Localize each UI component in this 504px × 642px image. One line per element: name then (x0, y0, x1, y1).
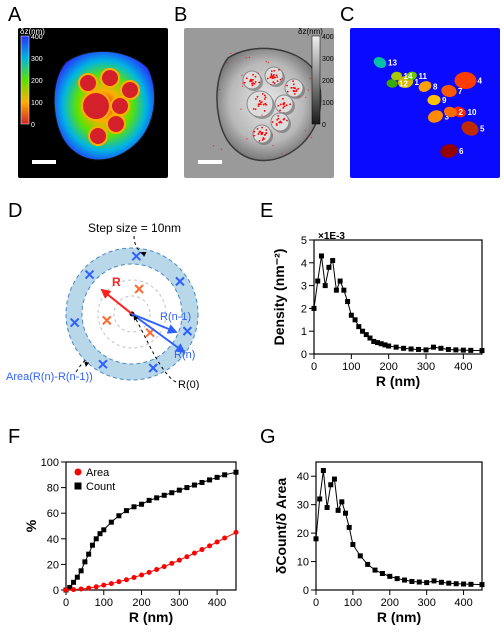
svg-text:R (nm): R (nm) (129, 609, 173, 625)
panel-G-chart: 0 100 200 300 400 0 10 20 30 40 R (nm) δCount/δ Are… (272, 450, 490, 626)
svg-text:0: 0 (53, 585, 59, 597)
svg-text:200: 200 (31, 78, 43, 85)
svg-text:60: 60 (47, 508, 59, 520)
svg-text:0: 0 (63, 597, 69, 609)
svg-text:0: 0 (311, 361, 317, 373)
svg-text:R(n): R(n) (174, 349, 195, 361)
svg-text:4: 4 (478, 77, 483, 86)
svg-text:3: 3 (301, 281, 307, 293)
svg-text:5: 5 (480, 125, 485, 134)
svg-text:7: 7 (458, 87, 463, 96)
svg-text:0: 0 (301, 349, 307, 361)
svg-text:10: 10 (297, 557, 309, 569)
svg-text:0: 0 (322, 122, 326, 129)
svg-text:40: 40 (47, 534, 59, 546)
svg-text:%: % (23, 519, 39, 532)
svg-text:R(0): R(0) (178, 379, 199, 390)
svg-text:R(n-1): R(n-1) (160, 311, 191, 323)
svg-text:6: 6 (459, 147, 464, 156)
panel-F-chart: 0 100 200 300 400 0 20 40 60 80 100 R (nm)% Area Coun… (22, 450, 244, 626)
svg-text:0: 0 (313, 597, 319, 609)
panel-A-image: 0100200300400δz(nm) (18, 28, 168, 178)
svg-text:4: 4 (301, 258, 307, 270)
svg-text:400: 400 (454, 361, 472, 373)
panel-label-E: E (260, 200, 273, 223)
svg-text:Density (nm⁻²): Density (nm⁻²) (271, 249, 287, 346)
scalebar-B (198, 160, 222, 164)
panel-label-F: F (8, 426, 20, 449)
panel-label-A: A (8, 4, 21, 27)
svg-text:100: 100 (322, 100, 334, 107)
svg-text:Step size = 10nm: Step size = 10nm (88, 221, 181, 235)
svg-text:2: 2 (459, 108, 464, 117)
svg-text:30: 30 (297, 500, 309, 512)
svg-text:100: 100 (41, 457, 59, 469)
svg-text:R: R (112, 275, 121, 289)
svg-text:R (nm): R (nm) (377, 609, 421, 625)
svg-text:Count: Count (86, 481, 115, 493)
svg-text:1: 1 (301, 326, 307, 338)
svg-text:400: 400 (454, 597, 472, 609)
svg-text:400: 400 (208, 597, 226, 609)
svg-text:δz(nm): δz(nm) (298, 28, 323, 36)
panel-label-B: B (174, 4, 187, 27)
svg-text:10: 10 (468, 108, 477, 117)
svg-text:Area(R(n)-R(n-1)): Area(R(n)-R(n-1)) (6, 371, 93, 383)
panel-E-chart: 0 100 200 300 400 0 1 2 3 4 5 R (nm) Density (nm⁻²) ×… (270, 228, 490, 390)
svg-text:0: 0 (31, 122, 35, 129)
svg-text:8: 8 (433, 83, 438, 92)
svg-text:80: 80 (47, 483, 59, 495)
svg-text:×1E-3: ×1E-3 (318, 231, 345, 242)
panel-label-C: C (340, 4, 354, 27)
svg-text:200: 200 (132, 597, 150, 609)
svg-text:14: 14 (404, 72, 413, 81)
svg-text:200: 200 (322, 78, 334, 85)
svg-text:200: 200 (379, 361, 397, 373)
svg-text:δCount/δ Area: δCount/δ Area (273, 478, 289, 575)
svg-text:0: 0 (303, 585, 309, 597)
svg-text:δz(nm): δz(nm) (20, 28, 45, 36)
svg-text:100: 100 (344, 597, 362, 609)
svg-text:300: 300 (31, 56, 43, 63)
svg-text:300: 300 (322, 56, 334, 63)
svg-text:200: 200 (381, 597, 399, 609)
svg-text:40: 40 (297, 471, 309, 483)
panel-label-G: G (260, 426, 276, 449)
svg-text:20: 20 (297, 528, 309, 540)
svg-text:100: 100 (342, 361, 360, 373)
svg-text:100: 100 (31, 100, 43, 107)
svg-text:11: 11 (419, 72, 428, 81)
svg-text:400: 400 (322, 34, 334, 41)
panel-B-image: 0 100 200 300 400δz(nm) (184, 28, 334, 178)
svg-text:20: 20 (47, 559, 59, 571)
scalebar-A (32, 160, 56, 164)
svg-text:9: 9 (442, 96, 447, 105)
svg-text:300: 300 (170, 597, 188, 609)
panel-C-clusters: 1345678910211121314 (350, 28, 500, 178)
svg-text:R (nm): R (nm) (376, 373, 420, 389)
panel-D-schematic: R R(n-1) R(n) Step size = 10nm Area(R(n)-R(n… (4, 220, 234, 390)
svg-text:2: 2 (301, 303, 307, 315)
svg-text:300: 300 (417, 361, 435, 373)
svg-text:Area: Area (86, 467, 110, 479)
svg-text:300: 300 (417, 597, 435, 609)
svg-text:5: 5 (301, 235, 307, 247)
svg-text:100: 100 (95, 597, 113, 609)
svg-text:13: 13 (388, 59, 397, 68)
